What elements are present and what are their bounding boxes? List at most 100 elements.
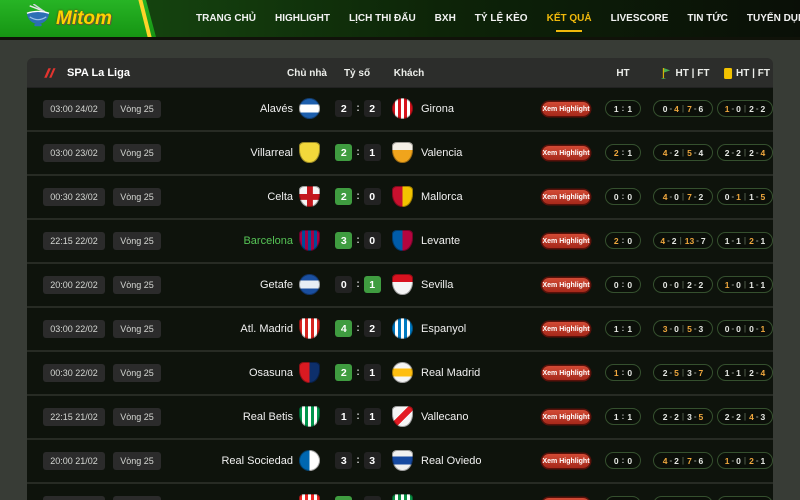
score-colon: : (356, 455, 360, 466)
stat-separator: - (693, 280, 697, 289)
home-score-box: 3 (335, 452, 353, 469)
stat-value: 7 (687, 455, 692, 466)
stat-value: 7 (700, 235, 706, 246)
score-colon: : (356, 323, 360, 334)
stat-separator: - (669, 324, 673, 333)
home-team-name[interactable]: Getafe (259, 279, 293, 291)
stat-separator: | (743, 324, 747, 333)
stat-value: 4 (760, 147, 766, 158)
column-header-away: Khách (393, 67, 425, 79)
stat-value: 1 (749, 191, 754, 202)
home-team-name[interactable]: Celta (267, 191, 293, 203)
stat-value: 2 (736, 411, 741, 422)
home-team-name[interactable]: Barcelona (243, 235, 293, 247)
stat-separator: | (743, 456, 747, 465)
stat-value: 1 (736, 191, 741, 202)
stat-value: 7 (698, 367, 704, 378)
xem-highlight-button[interactable]: Xem Highlight (542, 322, 590, 336)
stat-separator: - (755, 104, 759, 113)
stat-value: 4 (662, 455, 668, 466)
card-stats-pill: 2-2 | 2-4 (717, 144, 773, 161)
stat-separator: | (743, 104, 747, 113)
stat-separator: - (755, 192, 759, 201)
fulltime-score: 4 : 2 (327, 320, 389, 337)
away-team-name[interactable]: Mallorca (421, 191, 463, 203)
stat-value: 2 (749, 455, 754, 466)
xem-highlight-button[interactable]: Xem Highlight (542, 234, 590, 248)
xem-highlight-button[interactable]: Xem Highlight (542, 102, 590, 116)
fulltime-score: 2 : 0 (327, 188, 389, 205)
stat-separator: - (669, 368, 673, 377)
match-time-badge: 20:00 21/02 (43, 452, 105, 470)
away-team-name[interactable]: Vallecano (421, 411, 469, 423)
stat-separator: | (681, 192, 685, 201)
score-colon: : (356, 235, 360, 246)
stat-value: 2 (662, 411, 668, 422)
stat-value: 3 (760, 411, 766, 422)
fulltime-score: 3 : 3 (327, 452, 389, 469)
match-time-badge: 03:00 24/02 (43, 100, 105, 118)
away-team-crest (392, 230, 413, 251)
stat-value: 7 (687, 191, 692, 202)
stat-value: 2 (613, 147, 619, 158)
stat-value: 0 (674, 191, 679, 202)
score-colon: : (356, 191, 360, 202)
stat-separator: | (743, 148, 747, 157)
away-team-crest (392, 318, 413, 339)
away-score-box: 2 (363, 320, 381, 337)
away-team-crest (392, 406, 413, 427)
away-team-name[interactable]: Real Oviedo (421, 455, 482, 467)
nav-item[interactable]: TRANG CHỦ (196, 13, 256, 24)
home-team-name[interactable]: Alavés (259, 103, 293, 115)
match-round-badge: Vòng 25 (113, 100, 161, 118)
xem-highlight-button[interactable]: Xem Highlight (542, 278, 590, 292)
corner-stats-pill: 3-0 | 5-3 (653, 320, 713, 337)
stat-value: 1 (760, 323, 766, 334)
home-team-crest (299, 230, 320, 251)
match-round-badge: Vòng 25 (113, 320, 161, 338)
stat-separator: - (696, 236, 699, 245)
home-team-name[interactable]: Real Sociedad (221, 455, 293, 467)
away-team-name[interactable]: Sevilla (421, 279, 454, 291)
stat-value: 2 (662, 367, 668, 378)
home-team-name[interactable]: Atl. Madrid (240, 323, 293, 335)
nav-item[interactable]: LIVESCORE (610, 13, 669, 24)
nav-item[interactable]: TUYỂN DỤNG (746, 13, 800, 24)
nav-item[interactable]: TIN TỨC (687, 13, 728, 24)
xem-highlight-button[interactable]: Xem Highlight (542, 410, 590, 424)
halftime-score-pill: 1:1 (605, 100, 641, 117)
away-team-name[interactable]: Real Madrid (421, 367, 481, 379)
xem-highlight-button[interactable]: Xem Highlight (542, 498, 590, 500)
xem-highlight-button[interactable]: Xem Highlight (542, 190, 590, 204)
nav-item[interactable]: BXH (434, 13, 456, 24)
xem-highlight-button[interactable]: Xem Highlight (542, 454, 590, 468)
stat-value: 3 (687, 411, 692, 422)
corner-stats-pill: 1-1|4-1 (653, 496, 713, 500)
xem-highlight-button[interactable]: Xem Highlight (542, 146, 590, 160)
home-team-name[interactable]: Real Betis (242, 411, 293, 423)
stat-value: 2 (749, 147, 754, 158)
xem-highlight-button[interactable]: Xem Highlight (542, 366, 590, 380)
stat-separator: - (693, 148, 697, 157)
logo-section[interactable]: Mitom (0, 0, 156, 37)
away-team-name[interactable]: Girona (421, 103, 455, 115)
nav-item[interactable]: TỶ LỆ KÈO (474, 13, 528, 24)
away-team-name[interactable]: Espanyol (421, 323, 467, 335)
away-team-name[interactable]: Elche CF (421, 484, 537, 500)
stat-separator: - (731, 104, 735, 113)
away-team-name[interactable]: Levante (421, 235, 461, 247)
home-team-name[interactable]: Athletic Bilbao (133, 484, 293, 500)
away-score-box: 1 (363, 496, 381, 500)
nav-item[interactable]: LỊCH THI ĐẤU (349, 13, 416, 24)
stat-separator: - (693, 324, 697, 333)
stat-value: 6 (698, 103, 704, 114)
stat-value: 1 (613, 411, 619, 422)
stat-separator: | (681, 104, 685, 113)
nav-item[interactable]: KẾT QUẢ (546, 13, 592, 24)
away-team-name[interactable]: Valencia (421, 147, 463, 159)
nav-item[interactable]: HIGHLIGHT (275, 13, 330, 24)
halftime-score-pill: 0:0 (605, 276, 641, 293)
home-team-name[interactable]: Osasuna (248, 367, 293, 379)
stat-value: 5 (698, 411, 704, 422)
home-team-name[interactable]: Villarreal (250, 147, 293, 159)
